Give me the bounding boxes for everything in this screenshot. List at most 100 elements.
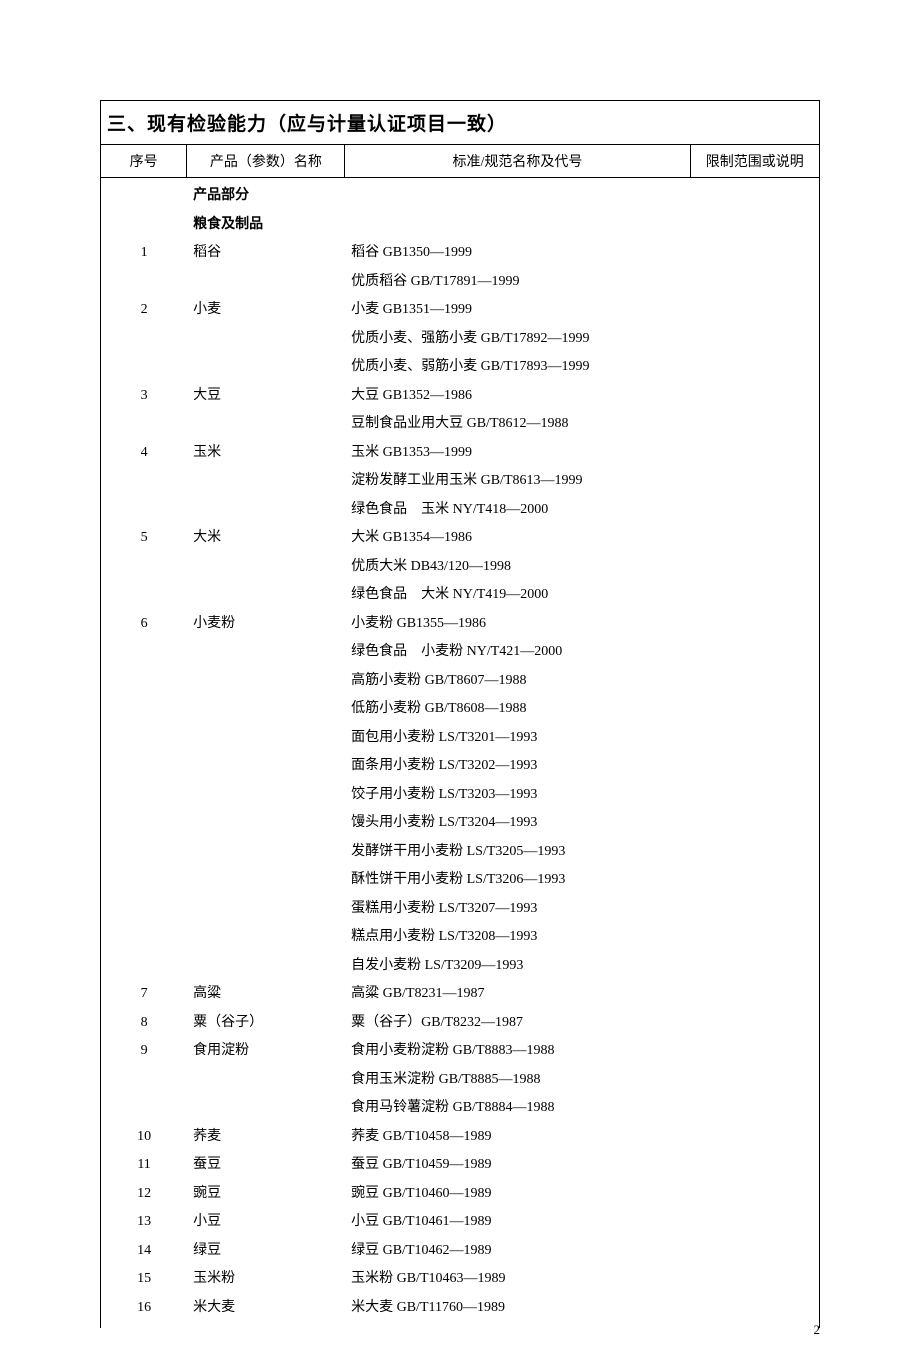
table-title: 三、现有检验能力（应与计量认证项目一致） [101,101,820,145]
name-cell [187,353,345,382]
limit-cell [690,695,819,724]
std-cell: 自发小麦粉 LS/T3209—1993 [345,952,690,981]
std-cell: 优质小麦、弱筋小麦 GB/T17893—1999 [345,353,690,382]
table-row: 饺子用小麦粉 LS/T3203—1993 [101,781,819,810]
seq-cell [101,667,187,696]
std-cell: 小豆 GB/T10461—1989 [345,1208,690,1237]
std-cell: 食用马铃薯淀粉 GB/T8884—1988 [345,1094,690,1123]
document-page: 三、现有检验能力（应与计量认证项目一致） 序号 产品（参数）名称 标准/规范名称… [0,0,920,1368]
name-cell [187,1066,345,1095]
limit-cell [690,581,819,610]
table-row: 3大豆大豆 GB1352—1986 [101,382,819,411]
seq-cell [101,1066,187,1095]
table-row: 9食用淀粉食用小麦粉淀粉 GB/T8883—1988 [101,1037,819,1066]
name-cell [187,952,345,981]
name-cell: 小麦粉 [187,610,345,639]
name-cell: 豌豆 [187,1180,345,1209]
table-body-row: 产品部分 粮食及制品 1稻谷稻谷 GB1350—1999优质稻谷 GB/T178… [101,178,820,1329]
std-cell: 发酵饼干用小麦粉 LS/T3205—1993 [345,838,690,867]
std-cell: 玉米粉 GB/T10463—1989 [345,1265,690,1294]
seq-cell [101,724,187,753]
name-cell [187,923,345,952]
name-cell [187,325,345,354]
seq-cell [101,581,187,610]
limit-cell [690,752,819,781]
name-cell: 大米 [187,524,345,553]
table-row: 蛋糕用小麦粉 LS/T3207—1993 [101,895,819,924]
table-row: 7高粱高粱 GB/T8231—1987 [101,980,819,1009]
std-cell: 豌豆 GB/T10460—1989 [345,1180,690,1209]
name-cell [187,581,345,610]
col-std: 标准/规范名称及代号 [345,145,690,178]
std-cell: 小麦 GB1351—1999 [345,296,690,325]
col-name: 产品（参数）名称 [187,145,345,178]
rows-container: 1稻谷稻谷 GB1350—1999优质稻谷 GB/T17891—19992小麦小… [107,239,813,1322]
limit-cell [690,1294,819,1323]
name-cell [187,752,345,781]
name-cell [187,866,345,895]
limit-cell [690,1123,819,1152]
table-title-row: 三、现有检验能力（应与计量认证项目一致） [101,101,820,145]
table-row: 食用玉米淀粉 GB/T8885—1988 [101,1066,819,1095]
std-cell: 糕点用小麦粉 LS/T3208—1993 [345,923,690,952]
seq-cell [101,895,187,924]
table-row: 6小麦粉小麦粉 GB1355—1986 [101,610,819,639]
limit-cell [690,1265,819,1294]
name-cell: 荞麦 [187,1123,345,1152]
table-body: 产品部分 粮食及制品 1稻谷稻谷 GB1350—1999优质稻谷 GB/T178… [101,178,820,1329]
table-row: 优质小麦、弱筋小麦 GB/T17893—1999 [101,353,819,382]
limit-cell [690,610,819,639]
section-heading-row: 产品部分 [101,182,819,211]
std-cell: 绿色食品 大米 NY/T419—2000 [345,581,690,610]
page-number: 2 [814,1322,821,1338]
limit-cell [690,1237,819,1266]
name-cell: 玉米粉 [187,1265,345,1294]
std-cell: 米大麦 GB/T11760—1989 [345,1294,690,1323]
std-cell: 蚕豆 GB/T10459—1989 [345,1151,690,1180]
limit-cell [690,781,819,810]
name-cell [187,496,345,525]
std-cell: 食用小麦粉淀粉 GB/T8883—1988 [345,1037,690,1066]
std-cell: 低筋小麦粉 GB/T8608—1988 [345,695,690,724]
name-cell [187,838,345,867]
seq-cell [101,353,187,382]
name-cell [187,695,345,724]
seq-cell: 5 [101,524,187,553]
name-cell [187,268,345,297]
seq-cell: 10 [101,1123,187,1152]
limit-cell [690,952,819,981]
name-cell [187,410,345,439]
std-cell: 大豆 GB1352—1986 [345,382,690,411]
table-row: 4玉米玉米 GB1353—1999 [101,439,819,468]
limit-cell [690,866,819,895]
table-row: 面条用小麦粉 LS/T3202—1993 [101,752,819,781]
seq-cell [101,838,187,867]
std-cell: 优质大米 DB43/120—1998 [345,553,690,582]
seq-cell [101,638,187,667]
seq-cell [101,268,187,297]
table-row: 14绿豆绿豆 GB/T10462—1989 [101,1237,819,1266]
seq-cell [101,781,187,810]
seq-cell: 13 [101,1208,187,1237]
col-limit: 限制范围或说明 [690,145,819,178]
col-seq: 序号 [101,145,187,178]
limit-cell [690,1037,819,1066]
seq-cell: 8 [101,1009,187,1038]
seq-cell: 12 [101,1180,187,1209]
limit-cell [690,1066,819,1095]
seq-cell [101,325,187,354]
table-row: 5大米大米 GB1354—1986 [101,524,819,553]
name-cell: 食用淀粉 [187,1037,345,1066]
name-cell: 小豆 [187,1208,345,1237]
limit-cell [690,980,819,1009]
std-cell: 高粱 GB/T8231—1987 [345,980,690,1009]
table-row: 糕点用小麦粉 LS/T3208—1993 [101,923,819,952]
seq-cell: 2 [101,296,187,325]
std-cell: 小麦粉 GB1355—1986 [345,610,690,639]
seq-cell [101,410,187,439]
seq-cell: 9 [101,1037,187,1066]
std-cell: 绿豆 GB/T10462—1989 [345,1237,690,1266]
table-row: 15玉米粉玉米粉 GB/T10463—1989 [101,1265,819,1294]
limit-cell [690,325,819,354]
name-cell: 稻谷 [187,239,345,268]
